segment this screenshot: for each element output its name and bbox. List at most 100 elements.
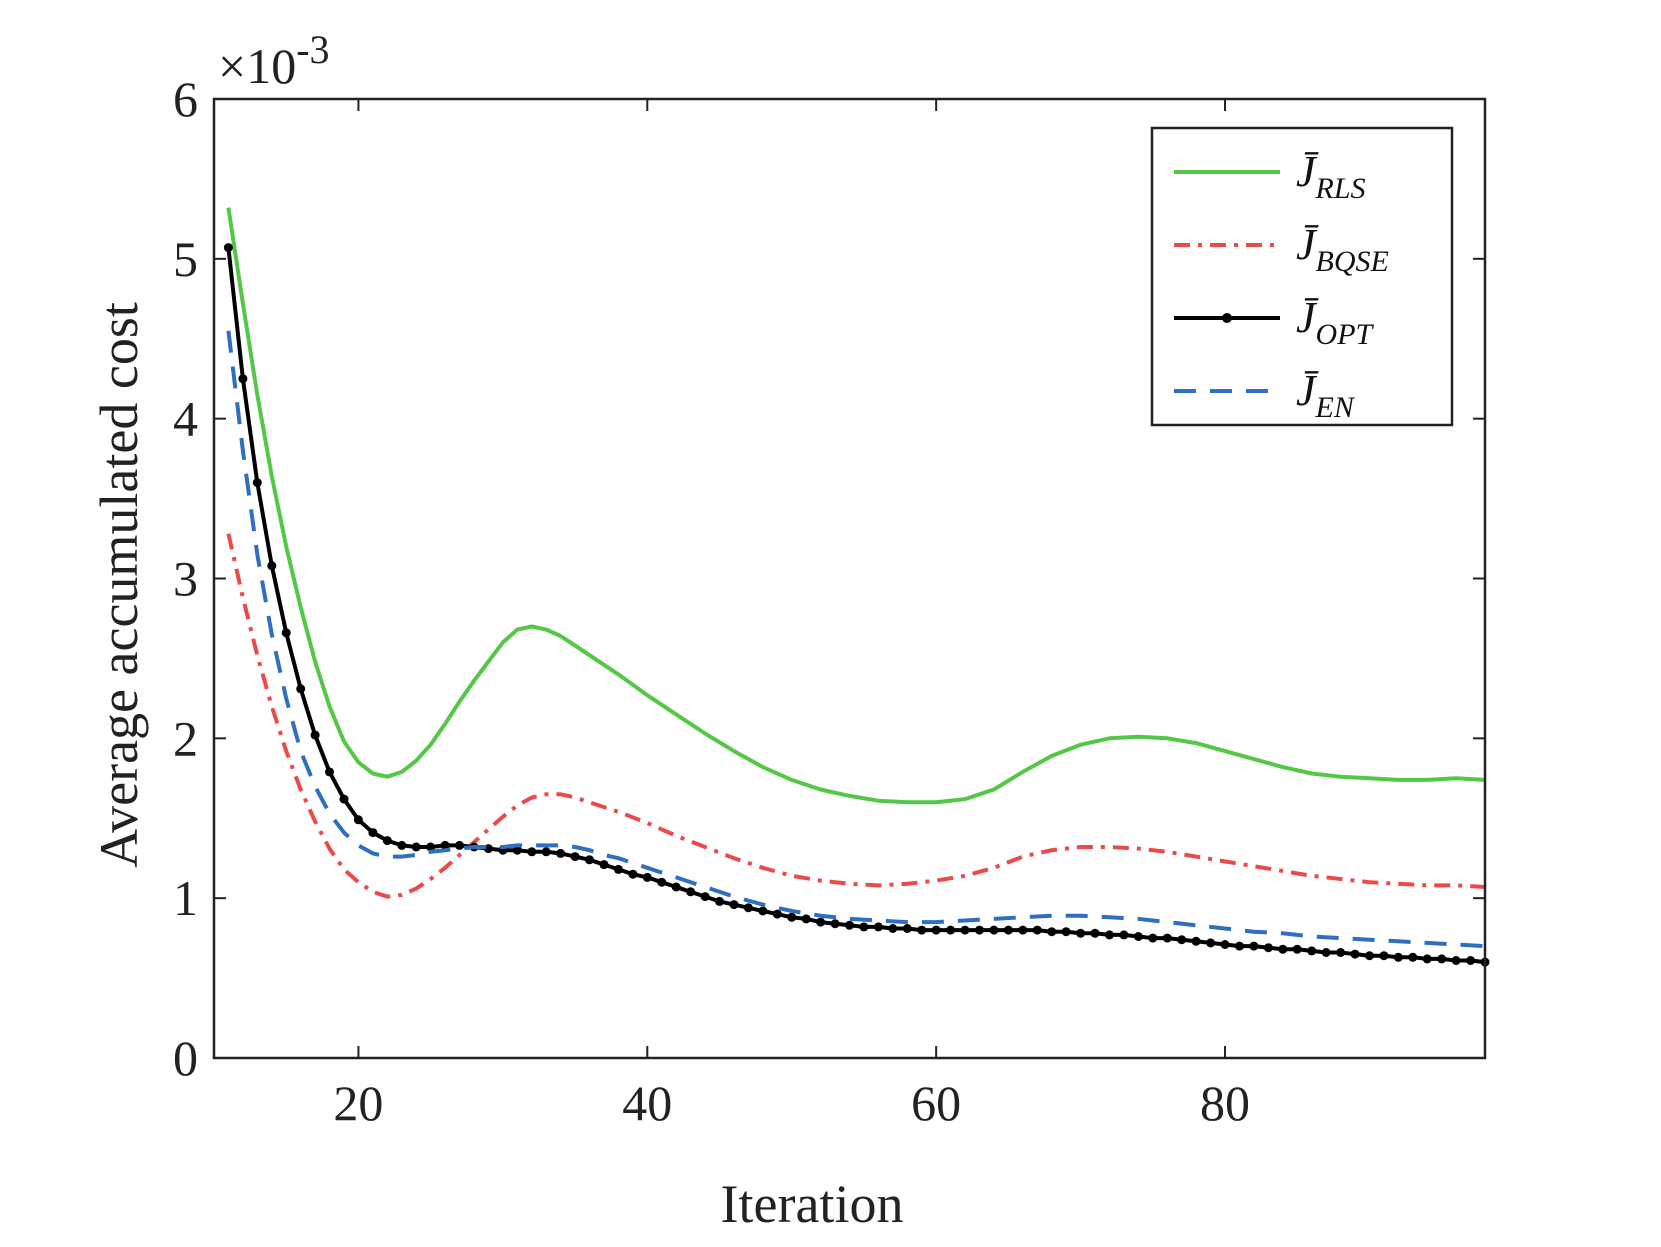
series-opt [223, 243, 1490, 967]
data-point-opt [252, 478, 262, 488]
data-point-opt [339, 794, 349, 804]
y-axis-label: Average accumulated cost [89, 302, 149, 868]
data-point-opt [931, 925, 941, 935]
data-point-opt [426, 842, 436, 852]
data-point-opt [512, 845, 522, 855]
legend-item-opt[interactable]: J̄OPT [1174, 293, 1375, 351]
legend-label-base: J̄ [1296, 147, 1319, 196]
x-tick-label: 60 [911, 1075, 961, 1131]
data-point-opt [455, 840, 464, 850]
data-point-opt [816, 917, 826, 927]
y-tick-label: 1 [173, 870, 198, 926]
data-point-opt [1061, 927, 1071, 937]
data-point-opt [1307, 946, 1317, 956]
data-point-opt [1379, 951, 1389, 961]
y-multiplier-base: ×10 [218, 38, 296, 94]
data-point-opt [743, 903, 753, 913]
legend-item-bqse[interactable]: J̄BQSE [1174, 220, 1389, 278]
data-point-opt [1235, 941, 1244, 951]
y-tick-label: 2 [173, 710, 198, 766]
data-point-opt [1408, 952, 1418, 962]
x-tick-label: 40 [622, 1075, 672, 1131]
legend-label-subscript: BQSE [1316, 245, 1389, 278]
data-point-opt [989, 925, 999, 935]
data-point-opt [1292, 944, 1302, 954]
legend-box [1150, 126, 1454, 427]
data-point-opt [1466, 956, 1476, 965]
data-point-opt [1076, 928, 1086, 938]
data-point-opt [787, 912, 797, 922]
data-point-opt [729, 900, 739, 910]
plot-frame [212, 97, 1487, 1060]
series-en [226, 330, 1486, 949]
data-point-opt [715, 896, 724, 906]
data-point-opt [946, 925, 956, 935]
legend-item-rls[interactable]: J̄RLS [1174, 147, 1366, 205]
data-point-opt [353, 815, 363, 825]
data-point-opt [1321, 948, 1331, 957]
legend-label: J̄BQSE [1296, 220, 1389, 278]
data-point-opt [281, 628, 291, 638]
data-point-opt [599, 860, 609, 870]
data-point-opt [527, 847, 537, 857]
series-line-opt [226, 247, 1486, 965]
data-point-opt [671, 882, 681, 892]
data-point-opt [382, 836, 392, 846]
data-point-opt [1220, 940, 1230, 949]
data-point-opt [830, 919, 840, 929]
axis-ticks: 20 40 60 80 0 1 2 3 4 5 6 [173, 71, 1485, 1131]
data-point-opt [1047, 927, 1057, 937]
data-point-opt [1191, 936, 1201, 946]
data-point-opt [368, 828, 378, 838]
data-point-opt [917, 925, 927, 935]
data-point-opt [758, 906, 768, 916]
legend-label-subscript: EN [1315, 391, 1356, 424]
data-point-opt [772, 909, 782, 919]
data-point-opt [296, 684, 306, 694]
data-point-opt [1451, 956, 1461, 965]
y-tick-label: 0 [173, 1030, 198, 1086]
y-tick-label: 4 [173, 391, 198, 447]
data-point-opt [411, 842, 421, 852]
data-point-opt [859, 922, 869, 932]
data-point-opt [1133, 932, 1143, 941]
series-layer [223, 207, 1490, 967]
legend-label-base: J̄ [1296, 220, 1319, 269]
legend-label: J̄OPT [1296, 293, 1375, 351]
y-tick-label: 3 [173, 551, 198, 607]
data-point-opt [1018, 925, 1028, 935]
data-point-opt [1336, 948, 1346, 957]
data-point-opt [845, 920, 854, 930]
y-tick-label: 6 [173, 71, 198, 127]
data-point-opt [1032, 925, 1042, 935]
data-point-opt [1422, 954, 1432, 964]
data-point-opt [1393, 952, 1403, 962]
legend-label-subscript: RLS [1315, 172, 1366, 205]
data-point-opt [1350, 949, 1360, 959]
data-point-opt [1090, 928, 1100, 938]
legend-label: J̄RLS [1296, 147, 1366, 205]
data-point-opt [1263, 943, 1273, 953]
data-point-opt [700, 892, 710, 902]
data-point-opt [223, 243, 233, 253]
y-multiplier-exponent: -3 [296, 27, 329, 72]
series-bqse [226, 533, 1486, 899]
data-point-opt [1162, 933, 1172, 943]
data-point-opt [556, 848, 566, 858]
series-line-rls [226, 207, 1486, 805]
data-point-opt [1119, 930, 1129, 940]
x-tick-label: 80 [1200, 1075, 1250, 1131]
legend-label-base: J̄ [1296, 293, 1319, 342]
data-point-opt [642, 872, 652, 882]
data-point-opt [440, 840, 450, 850]
y-axis-multiplier: ×10-3 [218, 27, 330, 94]
data-point-opt [570, 852, 580, 862]
series-line-bqse [226, 533, 1486, 899]
legend-label-subscript: OPT [1316, 318, 1375, 351]
data-point-opt [888, 924, 898, 933]
legend-item-en[interactable]: J̄EN [1174, 366, 1356, 424]
legend-marker [1222, 313, 1232, 323]
data-point-opt [873, 922, 883, 932]
